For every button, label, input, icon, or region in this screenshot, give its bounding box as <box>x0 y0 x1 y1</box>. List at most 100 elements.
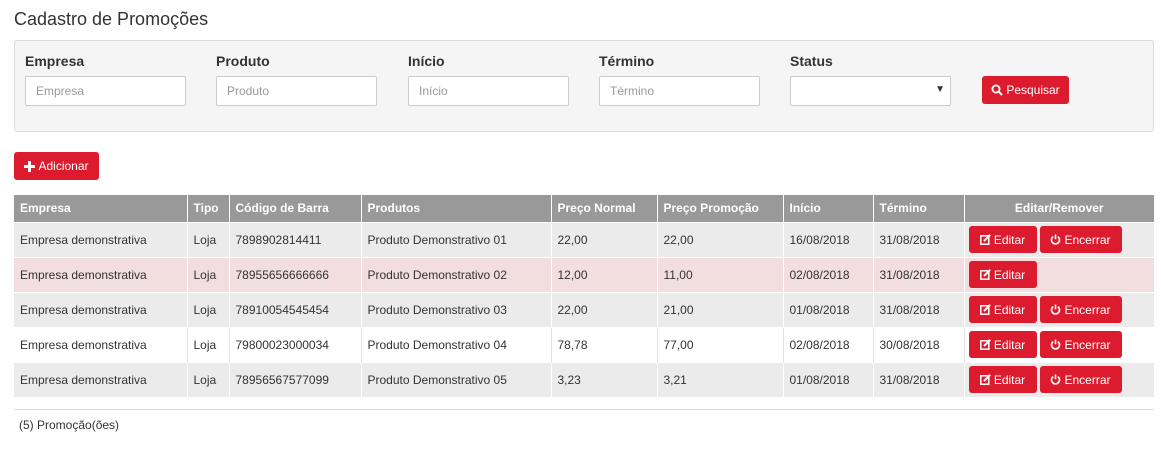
cell-preco-promocao: 3,21 <box>657 361 784 397</box>
power-icon <box>1051 304 1061 315</box>
cell-termino: 31/08/2018 <box>873 256 965 292</box>
edit-button-label: Editar <box>993 372 1026 387</box>
cell-actions: Editar Encerrar <box>964 291 1154 327</box>
status-select-box[interactable] <box>790 76 951 106</box>
cell-actions: Editar <box>964 256 1154 292</box>
cell-preco-promocao: 77,00 <box>657 326 784 362</box>
end-button-label: Encerrar <box>1064 337 1111 352</box>
plus-icon <box>24 160 36 172</box>
record-count: (5) Promoção(ões) <box>19 418 120 432</box>
column-header-actions: Editar/Remover <box>964 195 1154 222</box>
footer-divider <box>14 409 1154 410</box>
end-button[interactable]: Encerrar <box>1039 331 1122 358</box>
cell-codigo: 78956567577099 <box>229 361 362 397</box>
edit-button[interactable]: Editar <box>968 226 1037 253</box>
status-select[interactable]: ▼ <box>790 76 951 106</box>
end-button[interactable]: Encerrar <box>1039 296 1122 323</box>
cell-inicio: 01/08/2018 <box>783 291 874 327</box>
termino-label: Término <box>599 53 655 69</box>
power-icon <box>1051 374 1061 385</box>
cell-produto: Produto Demonstrativo 02 <box>361 256 552 292</box>
cell-empresa: Empresa demonstrativa <box>14 291 188 327</box>
cell-preco-normal: 22,00 <box>551 221 658 257</box>
empresa-input[interactable] <box>25 76 186 106</box>
filter-status: Status ▼ <box>790 53 951 106</box>
cell-codigo: 78955656666666 <box>229 256 362 292</box>
inicio-input[interactable] <box>408 76 569 106</box>
inicio-label: Início <box>408 53 445 69</box>
cell-preco-normal: 12,00 <box>551 256 658 292</box>
cell-produto: Produto Demonstrativo 04 <box>361 326 552 362</box>
column-header-empresa[interactable]: Empresa <box>14 195 188 222</box>
page-title: Cadastro de Promoções <box>14 9 209 29</box>
edit-icon <box>979 269 991 280</box>
edit-button[interactable]: Editar <box>968 296 1037 323</box>
cell-produto: Produto Demonstrativo 03 <box>361 291 552 327</box>
table-row: Empresa demonstrativa Loja 78955656666666 P… <box>14 256 1154 292</box>
column-header-produtos[interactable]: Produtos <box>361 195 552 222</box>
end-button[interactable]: Encerrar <box>1039 366 1122 394</box>
filter-termino: Término <box>599 53 760 106</box>
table-header-row: Empresa Tipo Código de Barra Produtos Pr… <box>14 195 1154 222</box>
cell-preco-promocao: 11,00 <box>657 256 784 292</box>
cell-empresa: Empresa demonstrativa <box>14 256 188 292</box>
edit-button-label: Editar <box>993 302 1026 317</box>
search-button[interactable]: Pesquisar <box>982 76 1069 104</box>
cell-empresa: Empresa demonstrativa <box>14 326 188 362</box>
cell-tipo: Loja <box>187 221 230 257</box>
table-row: Empresa demonstrativa Loja 7898902814411 Pr… <box>14 221 1154 257</box>
cell-empresa: Empresa demonstrativa <box>14 221 188 257</box>
cell-preco-normal: 78,78 <box>551 326 658 362</box>
edit-icon <box>979 339 991 350</box>
filter-empresa: Empresa <box>25 53 186 106</box>
column-header-tipo[interactable]: Tipo <box>187 195 230 222</box>
cell-codigo: 79800023000034 <box>229 326 362 362</box>
search-button-label: Pesquisar <box>1006 83 1060 97</box>
cell-empresa: Empresa demonstrativa <box>14 361 188 397</box>
cell-actions: Editar Encerrar <box>964 361 1154 397</box>
cell-inicio: 02/08/2018 <box>783 326 874 362</box>
add-button-label: Adicionar <box>38 159 89 173</box>
edit-button[interactable]: Editar <box>968 366 1037 394</box>
power-icon <box>1051 339 1061 350</box>
cell-codigo: 78910054545454 <box>229 291 362 327</box>
end-button-label: Encerrar <box>1064 302 1111 317</box>
cell-inicio: 01/08/2018 <box>783 361 874 397</box>
edit-button-label: Editar <box>993 337 1026 352</box>
filter-produto: Produto <box>216 53 377 106</box>
produto-label: Produto <box>216 53 270 69</box>
column-header-preco-normal[interactable]: Preço Normal <box>551 195 658 222</box>
empresa-label: Empresa <box>25 53 85 69</box>
add-button[interactable]: Adicionar <box>14 152 99 180</box>
end-button-label: Encerrar <box>1064 372 1111 387</box>
cell-tipo: Loja <box>187 256 230 292</box>
column-header-inicio[interactable]: Início <box>783 195 874 222</box>
column-header-codigo[interactable]: Código de Barra <box>229 195 362 222</box>
cell-produto: Produto Demonstrativo 01 <box>361 221 552 257</box>
table-row: Empresa demonstrativa Loja 78956567577099 P… <box>14 361 1154 397</box>
filter-inicio: Início <box>408 53 569 106</box>
caret-down-icon: ▼ <box>935 84 945 95</box>
status-label: Status <box>790 53 833 69</box>
edit-button-label: Editar <box>993 232 1026 247</box>
cell-actions: Editar Encerrar <box>964 326 1154 362</box>
end-button-label: Encerrar <box>1064 232 1111 247</box>
column-header-preco-promocao[interactable]: Preço Promoção <box>657 195 784 222</box>
cell-termino: 31/08/2018 <box>873 221 965 257</box>
produto-input[interactable] <box>216 76 377 106</box>
edit-button-label: Editar <box>993 267 1026 282</box>
cell-inicio: 02/08/2018 <box>783 256 874 292</box>
power-icon <box>1051 234 1061 245</box>
edit-icon <box>979 234 991 245</box>
termino-input[interactable] <box>599 76 760 106</box>
cell-preco-normal: 22,00 <box>551 291 658 327</box>
column-header-termino[interactable]: Término <box>873 195 965 222</box>
cell-inicio: 16/08/2018 <box>783 221 874 257</box>
cell-tipo: Loja <box>187 291 230 327</box>
search-icon <box>991 84 1004 96</box>
cell-termino: 31/08/2018 <box>873 291 965 327</box>
cell-tipo: Loja <box>187 326 230 362</box>
edit-button[interactable]: Editar <box>968 261 1037 288</box>
edit-button[interactable]: Editar <box>968 331 1037 358</box>
end-button[interactable]: Encerrar <box>1039 226 1122 253</box>
